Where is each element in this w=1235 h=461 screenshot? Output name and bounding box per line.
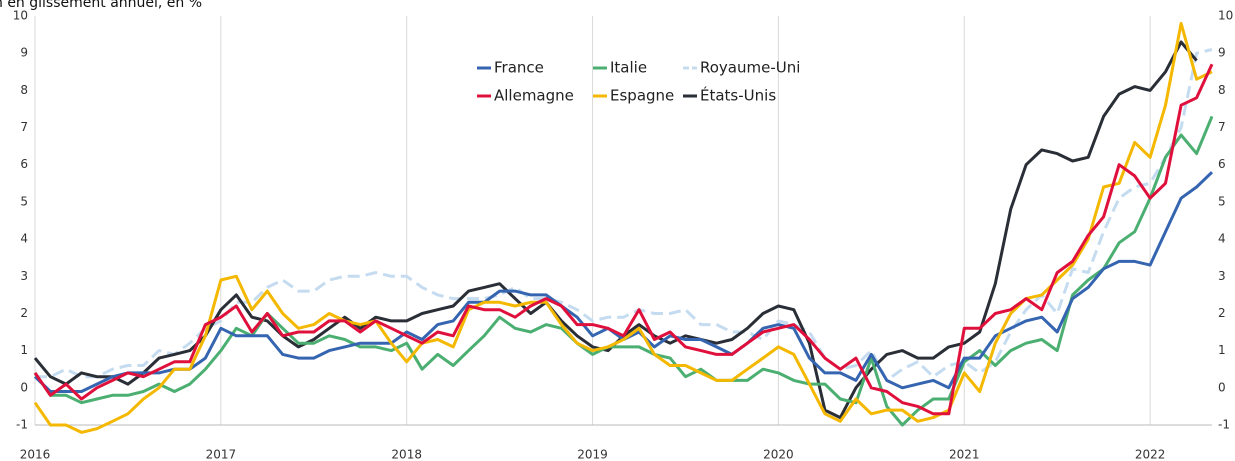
y2-tick-label: 1 bbox=[1218, 343, 1226, 357]
y-tick-label: 8 bbox=[20, 83, 28, 97]
legend-label: Italie bbox=[610, 59, 647, 77]
y-tick-label: 2 bbox=[20, 306, 28, 320]
legend-label: Royaume-Uni bbox=[700, 59, 800, 77]
y-tick-label: -1 bbox=[16, 418, 28, 432]
y-tick-label: 9 bbox=[20, 46, 28, 60]
y-tick-label: 5 bbox=[20, 194, 28, 208]
x-tick-label: 2016 bbox=[20, 448, 51, 461]
x-tick-label: 2017 bbox=[206, 448, 237, 461]
y2-tick-label: 0 bbox=[1218, 380, 1226, 394]
y-tick-label: 6 bbox=[20, 157, 28, 171]
y2-tick-label: 8 bbox=[1218, 83, 1226, 97]
x-tick-label: 2019 bbox=[577, 448, 608, 461]
y2-tick-label: 4 bbox=[1218, 232, 1226, 246]
x-tick-label: 2020 bbox=[763, 448, 794, 461]
x-tick-label: 2018 bbox=[391, 448, 422, 461]
y2-tick-label: 10 bbox=[1218, 9, 1233, 23]
y-tick-label: 4 bbox=[20, 232, 28, 246]
legend-label: France bbox=[494, 59, 544, 77]
legend-label: Espagne bbox=[610, 87, 674, 105]
series-line bbox=[33, 115, 1214, 427]
x-tick-label: 2021 bbox=[949, 448, 980, 461]
y2-tick-label: 2 bbox=[1218, 306, 1226, 320]
y2-tick-label: 5 bbox=[1218, 194, 1226, 208]
chart-title: n en glissement annuel, en % bbox=[0, 0, 202, 11]
y-tick-label: 7 bbox=[20, 120, 28, 134]
y-tick-label: 0 bbox=[20, 380, 28, 394]
y2-tick-label: 7 bbox=[1218, 120, 1226, 134]
x-tick-label: 2022 bbox=[1135, 448, 1166, 461]
legend-label: États-Unis bbox=[700, 86, 776, 105]
y2-tick-label: 3 bbox=[1218, 269, 1226, 283]
y-tick-label: 3 bbox=[20, 269, 28, 283]
y-tick-label: 1 bbox=[20, 343, 28, 357]
series-line bbox=[33, 63, 1214, 416]
y2-tick-label: 9 bbox=[1218, 46, 1226, 60]
y2-tick-label: -1 bbox=[1218, 418, 1230, 432]
legend-label: Allemagne bbox=[494, 87, 574, 105]
series-line bbox=[33, 171, 1214, 393]
series-line bbox=[33, 21, 1213, 434]
y2-tick-label: 6 bbox=[1218, 157, 1226, 171]
y-tick-label: 10 bbox=[13, 9, 28, 23]
